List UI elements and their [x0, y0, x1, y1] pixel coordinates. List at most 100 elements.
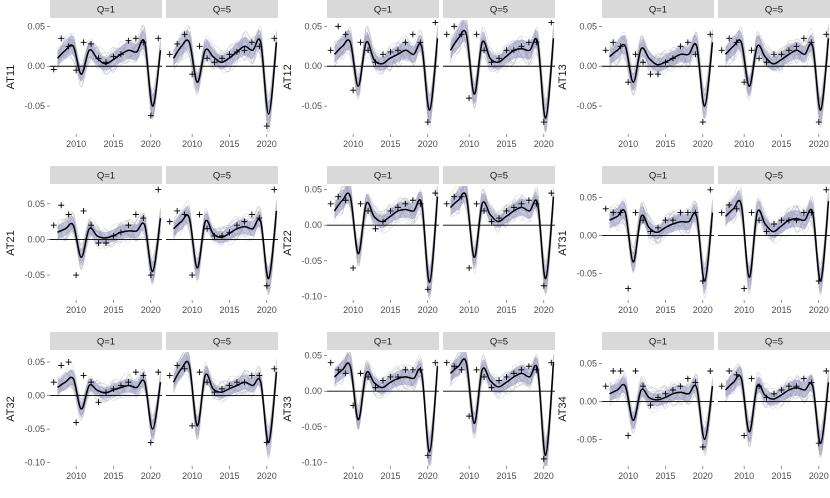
observation-point [226, 229, 233, 236]
credible-band [725, 366, 829, 456]
panel-at34: AT34 0.05 0.00 -0.05 Q=1 2010 2015 2020 Q=5 2010 2… [557, 332, 830, 481]
observation-point [357, 39, 364, 46]
observation-point [533, 200, 540, 207]
posterior-draw-line [57, 369, 161, 424]
observation-point [65, 211, 72, 218]
x-tick-label: 2015 [103, 139, 123, 149]
observation-point [409, 366, 416, 373]
observation-point [432, 359, 439, 366]
observation-point [196, 43, 203, 50]
credible-band [334, 186, 438, 297]
observation-point [241, 379, 248, 386]
facet-strip [718, 0, 830, 18]
observation-point [117, 51, 124, 58]
x-tick-label: 2020 [141, 139, 161, 149]
median-line [333, 192, 439, 283]
observation-point [117, 382, 124, 389]
observation-point [372, 384, 379, 391]
observation-point [548, 190, 555, 197]
observation-point [800, 209, 807, 216]
observation-point [233, 379, 240, 386]
posterior-draw-line [334, 352, 438, 459]
observation-point [748, 209, 755, 216]
observation-point [808, 209, 815, 216]
facet-strip-label: Q=1 [649, 171, 667, 182]
observation-point [394, 373, 401, 380]
observation-point [640, 217, 647, 224]
posterior-draw-line [609, 203, 713, 284]
posterior-draw-line [57, 213, 161, 284]
observation-point [655, 394, 661, 401]
observation-point [241, 218, 248, 225]
facet-strip [718, 332, 830, 350]
plot-area [443, 20, 555, 134]
y-axis-label: AT32 [5, 396, 17, 421]
observation-point [778, 387, 785, 393]
y-tick-label: 0.00 [579, 230, 597, 240]
observation-point [662, 390, 669, 397]
observation-point [692, 209, 699, 216]
observation-point [655, 224, 661, 231]
x-tick-label: 2020 [809, 471, 829, 481]
panel-at11: AT11 0.05 0.00 -0.05 Q=1 2010 2015 2020 Q=5 2010 2… [5, 0, 278, 149]
observation-point [602, 383, 609, 390]
observation-point [204, 379, 211, 386]
observation-point [684, 209, 691, 216]
facet-strip-label: Q=5 [765, 171, 783, 182]
plot-area [327, 186, 439, 300]
x-tick-label: 2020 [809, 305, 829, 315]
observation-point [58, 362, 65, 369]
observation-point [196, 211, 203, 218]
posterior-draw-line [334, 38, 438, 107]
observation-point [540, 119, 547, 126]
y-tick-label: 0.05 [579, 192, 597, 202]
observation-point [417, 200, 424, 207]
x-tick-label: 2015 [771, 471, 791, 481]
posterior-draw-line [450, 20, 554, 101]
observation-point [647, 71, 654, 78]
observation-point [409, 197, 416, 204]
observation-point [540, 455, 547, 462]
posterior-draw-line [57, 213, 161, 258]
observation-point [342, 31, 349, 38]
observation-point [155, 369, 162, 376]
facet-strip-label: Q=5 [490, 337, 508, 348]
x-tick-label: 2010 [66, 471, 86, 481]
observation-point [248, 211, 255, 218]
y-tick-label: 0.05 [27, 357, 45, 367]
facet-strip-label: Q=5 [213, 337, 231, 348]
plot-area [602, 28, 714, 126]
observation-point [707, 31, 714, 38]
observation-point [510, 370, 517, 377]
observation-point [181, 211, 188, 218]
posterior-draw-line [450, 23, 554, 110]
x-tick-label: 2015 [380, 471, 400, 481]
observation-point [451, 193, 458, 200]
observation-point [417, 366, 424, 373]
facet-strip-label: Q=1 [374, 337, 392, 348]
observation-point [662, 217, 669, 224]
posterior-draw-line [173, 26, 277, 104]
observation-point [458, 366, 465, 373]
facet-strip-label: Q=1 [649, 5, 667, 16]
posterior-draw-line [609, 29, 713, 115]
observation-point [793, 217, 800, 224]
posterior-draw-line [725, 28, 829, 121]
observation-point [402, 39, 409, 46]
x-tick-label: 2015 [380, 305, 400, 315]
observation-point [327, 47, 334, 54]
observation-point [488, 218, 495, 225]
observation-point [473, 200, 480, 207]
observation-point [669, 387, 676, 393]
plot-area [166, 186, 278, 295]
observation-point [707, 186, 714, 193]
observation-point [196, 369, 203, 376]
facet-strip-label: Q=1 [97, 337, 115, 348]
observation-point [189, 272, 196, 279]
observation-point [610, 39, 617, 46]
facet-strip [50, 0, 162, 18]
x-tick-label: 2015 [219, 139, 239, 149]
observation-point [785, 217, 792, 224]
observation-point [763, 59, 770, 66]
